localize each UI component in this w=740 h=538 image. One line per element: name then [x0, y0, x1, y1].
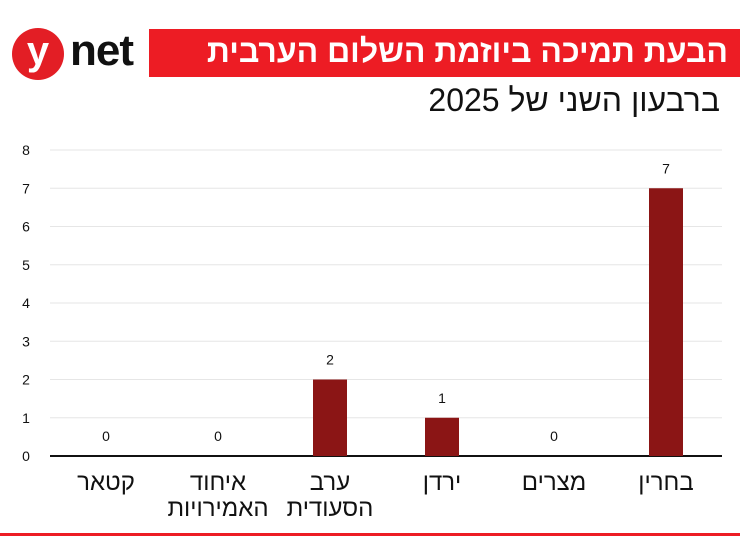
logo-circle: y	[12, 28, 64, 80]
data-label: 0	[214, 428, 222, 444]
y-tick-label: 8	[22, 142, 30, 158]
data-label: 0	[550, 428, 558, 444]
x-tick-label-line: האמירויות	[167, 495, 268, 522]
y-tick-label: 4	[22, 295, 30, 311]
y-tick-label: 5	[22, 257, 30, 273]
logo-text: net	[70, 26, 134, 75]
chart-subtitle: ברבעון השני של 2025	[428, 82, 720, 118]
x-tick-label-line: קטאר	[77, 469, 135, 496]
y-tick-label: 0	[22, 448, 30, 464]
y-tick-label: 3	[22, 333, 30, 349]
x-tick-label: בחרין	[638, 469, 693, 496]
x-tick-label: איחוד האמירויות	[167, 469, 268, 522]
x-tick-label-line: מצרים	[522, 469, 586, 496]
x-tick-label-line: ירדן	[423, 469, 462, 496]
x-tick-label: ערב הסעודית	[287, 469, 374, 522]
x-tick-label: קטאר	[77, 469, 135, 496]
x-tick-label-line: ערב	[310, 469, 350, 496]
bottom-divider	[0, 533, 740, 536]
x-tick-label: מצרים	[522, 469, 586, 496]
x-tick-label-line: הסעודית	[287, 495, 374, 522]
data-label: 7	[662, 160, 670, 176]
bar	[313, 379, 347, 456]
y-tick-label: 2	[22, 372, 30, 388]
data-label: 2	[326, 352, 334, 368]
data-label: 1	[438, 390, 446, 406]
data-label: 0	[102, 428, 110, 444]
x-tick-label: ירדן	[423, 469, 462, 496]
y-tick-label: 6	[22, 219, 30, 235]
title-banner: הבעת תמיכה ביוזמת השלום הערבית	[149, 29, 740, 77]
bar	[425, 417, 459, 456]
y-tick-label: 7	[22, 180, 30, 196]
y-tick-label: 1	[22, 410, 30, 426]
chart-title: הבעת תמיכה ביוזמת השלום הערבית	[206, 33, 728, 69]
bar	[649, 188, 683, 456]
x-tick-label-line: איחוד	[190, 469, 246, 496]
x-tick-label-line: בחרין	[638, 469, 693, 496]
